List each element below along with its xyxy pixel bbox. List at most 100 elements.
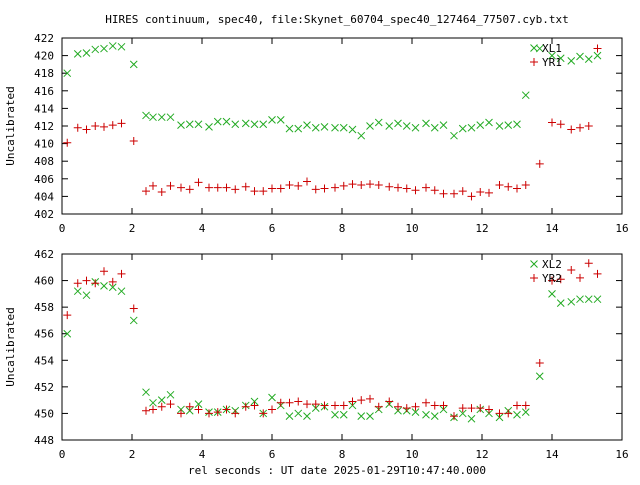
data-point-plus: [521, 401, 530, 410]
data-point-plus: [394, 402, 402, 411]
data-point-x: [117, 287, 126, 296]
data-point-plus: [213, 408, 222, 417]
data-point-plus: [576, 273, 584, 282]
data-point-plus: [311, 185, 320, 194]
data-point-plus: [250, 187, 259, 196]
x-tick-label: 16: [615, 222, 628, 235]
data-point-x: [213, 117, 222, 126]
data-point-x: [157, 396, 166, 404]
data-point-x: [467, 123, 476, 132]
legend-label: YR2: [542, 272, 562, 285]
data-point-plus: [584, 122, 593, 130]
data-point-plus: [320, 184, 329, 193]
data-point-x: [521, 91, 530, 100]
data-point-plus: [303, 400, 311, 409]
data-point-plus: [556, 120, 565, 129]
data-point-plus: [374, 180, 383, 189]
data-point-x: [117, 42, 126, 51]
data-point-x: [73, 49, 82, 58]
data-point-plus: [117, 269, 126, 278]
data-point-x: [556, 54, 565, 63]
data-point-x: [467, 414, 476, 423]
data-point-x: [73, 287, 82, 296]
data-point-x: [311, 123, 320, 132]
data-point-plus: [294, 397, 303, 406]
data-point-plus: [108, 121, 117, 130]
data-point-plus: [177, 409, 185, 418]
data-point-plus: [91, 279, 100, 288]
data-point-plus: [285, 398, 294, 407]
data-point-plus: [439, 401, 448, 410]
data-point-x: [439, 121, 448, 129]
data-point-plus: [422, 398, 430, 407]
data-point-x: [82, 49, 91, 57]
data-point-plus: [476, 404, 485, 413]
data-point-plus: [259, 409, 268, 418]
data-point-x: [513, 120, 521, 129]
data-point-plus: [82, 276, 91, 285]
data-point-plus: [366, 180, 374, 189]
data-point-plus: [513, 184, 521, 193]
data-point-x: [194, 120, 203, 129]
x-tick-label: 14: [545, 448, 559, 461]
data-point-plus: [576, 123, 584, 132]
data-point-plus: [303, 177, 311, 186]
data-point-plus: [194, 178, 203, 187]
data-point-x: [294, 124, 303, 133]
data-point-x: [108, 42, 117, 50]
data-point-plus: [394, 183, 402, 192]
data-point-x: [348, 125, 357, 134]
data-point-plus: [548, 276, 556, 285]
data-point-x: [402, 122, 411, 130]
data-point-x: [567, 57, 576, 65]
data-point-plus: [63, 138, 72, 147]
data-point-plus: [430, 186, 439, 195]
x-tick-label: 16: [615, 448, 628, 461]
y-tick-label: 460: [34, 275, 54, 288]
y-tick-label: 450: [34, 407, 54, 420]
y-tick-label: 412: [34, 120, 54, 133]
data-point-x: [185, 120, 194, 129]
x-tick-label: 4: [199, 448, 206, 461]
data-point-plus: [91, 122, 100, 130]
data-point-x: [556, 299, 565, 308]
y-tick-label: 458: [34, 301, 54, 314]
data-point-plus: [276, 184, 285, 193]
x-tick-label: 6: [269, 448, 276, 461]
legend-label: YR1: [542, 56, 562, 69]
data-point-x: [339, 123, 348, 132]
y-tick-label: 462: [34, 248, 54, 261]
x-tick-label: 2: [129, 222, 136, 235]
data-point-plus: [348, 397, 357, 406]
x-tick-label: 12: [475, 222, 488, 235]
data-point-x: [422, 410, 430, 419]
x-tick-label: 10: [405, 222, 418, 235]
data-point-plus: [584, 259, 593, 268]
data-point-x: [593, 295, 602, 304]
data-point-x: [535, 372, 544, 381]
data-point-plus: [485, 188, 493, 197]
y-tick-label: 406: [34, 173, 54, 186]
data-point-x: [593, 51, 602, 60]
data-point-plus: [63, 311, 72, 320]
data-point-plus: [439, 189, 448, 198]
data-point-x: [100, 44, 108, 53]
data-point-plus: [259, 187, 268, 196]
data-point-plus: [205, 183, 213, 192]
data-point-x: [285, 412, 294, 420]
y-tick-label: 410: [34, 138, 54, 151]
data-point-x: [548, 51, 556, 60]
x-tick-label: 8: [339, 448, 346, 461]
data-point-x: [303, 412, 311, 420]
data-point-plus: [294, 181, 303, 190]
data-point-plus: [205, 409, 213, 418]
data-point-x: [331, 410, 339, 419]
data-point-x: [100, 282, 108, 290]
data-point-x: [374, 118, 383, 127]
data-point-x: [142, 111, 150, 120]
data-point-plus: [495, 409, 504, 418]
data-point-plus: [348, 180, 357, 189]
data-point-plus: [504, 409, 513, 418]
y-tick-label: 422: [34, 32, 54, 45]
data-point-x: [129, 60, 138, 69]
